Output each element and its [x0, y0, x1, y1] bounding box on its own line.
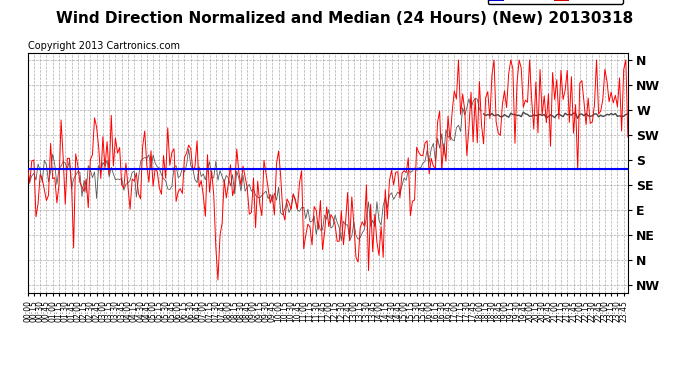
Legend: Average, Direction: Average, Direction: [488, 0, 623, 4]
Text: Copyright 2013 Cartronics.com: Copyright 2013 Cartronics.com: [28, 41, 179, 51]
Text: Wind Direction Normalized and Median (24 Hours) (New) 20130318: Wind Direction Normalized and Median (24…: [57, 11, 633, 26]
